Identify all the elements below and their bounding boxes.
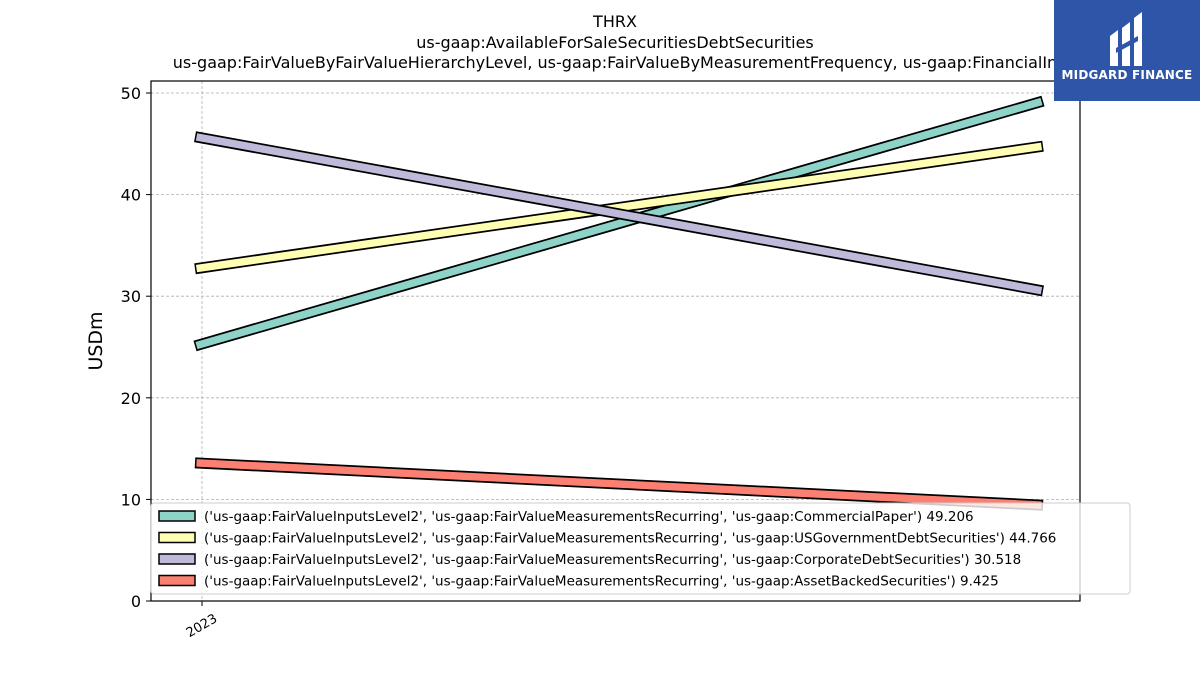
legend-swatch-2 [158,531,196,544]
series-lines [193,95,1045,511]
y-tick-label: 20 [121,389,141,408]
series-line-1 [195,97,1043,350]
legend-label-4: ('us-gaap:FairValueInputsLevel2', 'us-ga… [204,574,999,590]
midgard-finance-logo: MIDGARD FINANCE [1054,0,1200,101]
y-tick-label: 40 [121,186,141,205]
legend: ('us-gaap:FairValueInputsLevel2', 'us-ga… [150,502,1131,595]
y-tick-label: 10 [121,490,141,509]
logo-text: MIDGARD FINANCE [1061,68,1193,82]
series-line-2 [195,142,1043,273]
legend-box [150,502,1131,595]
y-tick-label: 30 [121,287,141,306]
chart-title-line-1: THRX [592,12,637,31]
logo-mark-icon [1110,12,1142,66]
legend-swatch-4 [158,574,196,587]
y-axis-label: USDm [85,311,107,370]
plot-area [150,80,1081,602]
legend-swatch-1 [158,510,196,522]
y-tick-label: 0 [131,592,141,611]
chart-title-line-3: us-gaap:FairValueByFairValueHierarchyLev… [173,53,1057,72]
series-line-4 [196,459,1042,509]
chart-title-line-2: us-gaap:AvailableForSaleSecuritiesDebtSe… [416,33,814,52]
series-line-3 [195,133,1043,295]
legend-label-1: ('us-gaap:FairValueInputsLevel2', 'us-ga… [204,509,974,525]
legend-label-2: ('us-gaap:FairValueInputsLevel2', 'us-ga… [204,531,1056,547]
x-tick-label: 2023 [184,611,220,641]
y-tick-label: 50 [121,84,141,103]
legend-swatch-3 [158,553,196,565]
legend-label-3: ('us-gaap:FairValueInputsLevel2', 'us-ga… [204,552,1021,568]
